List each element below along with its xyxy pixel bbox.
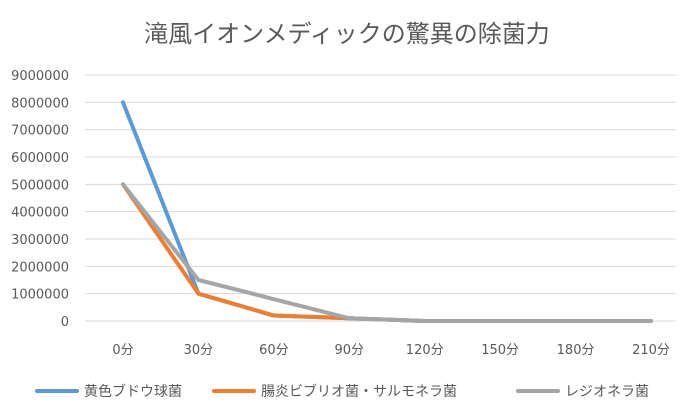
data-point (273, 315, 275, 317)
x-tick-label: 90分 (335, 343, 365, 358)
data-point (197, 279, 199, 281)
x-axis: 0分 30分 60分 90分 120分 150分 180分 210分 (112, 343, 670, 358)
x-tick-label: 30分 (184, 343, 214, 358)
legend-label: 腸炎ビブリオ菌・サルモネラ菌 (261, 383, 457, 400)
x-tick-label: 180分 (557, 343, 595, 358)
legend-label: レジオネラ菌 (565, 384, 649, 400)
chart-title: 滝風イオンメディックの驚異の除菌力 (144, 20, 550, 48)
x-tick-label: 120分 (406, 343, 444, 358)
gridlines (85, 74, 676, 322)
y-tick-label: 8000000 (11, 96, 69, 111)
series-lines (121, 100, 653, 323)
y-tick-label: 9000000 (11, 69, 69, 84)
x-tick-label: 150分 (481, 343, 519, 358)
series-line-3 (121, 182, 653, 323)
y-tick-label: 0 (61, 315, 69, 330)
y-tick-label: 2000000 (11, 260, 69, 275)
data-point (122, 183, 124, 185)
y-tick-label: 4000000 (11, 206, 69, 221)
y-tick-label: 5000000 (11, 178, 69, 193)
y-tick-label: 1000000 (11, 288, 69, 303)
data-point (499, 320, 501, 322)
x-tick-label: 0分 (112, 343, 133, 358)
series-line-2 (121, 182, 653, 323)
y-axis: 9000000 8000000 7000000 6000000 5000000 40000… (11, 69, 69, 330)
legend-label: 黄色ブドウ球菌 (84, 383, 182, 400)
data-point (650, 320, 652, 322)
data-point (122, 101, 124, 103)
y-tick-label: 3000000 (11, 233, 69, 248)
data-point (575, 320, 577, 322)
data-point (273, 298, 275, 300)
x-tick-label: 210分 (632, 343, 670, 358)
data-point (197, 293, 199, 295)
y-tick-label: 7000000 (11, 124, 69, 139)
data-point (424, 320, 426, 322)
data-point (348, 317, 350, 319)
x-tick-label: 60分 (259, 343, 289, 358)
y-tick-label: 6000000 (11, 151, 69, 166)
legend: 黄色ブドウ球菌 腸炎ビブリオ菌・サルモネラ菌 レジオネラ菌 (35, 383, 649, 400)
